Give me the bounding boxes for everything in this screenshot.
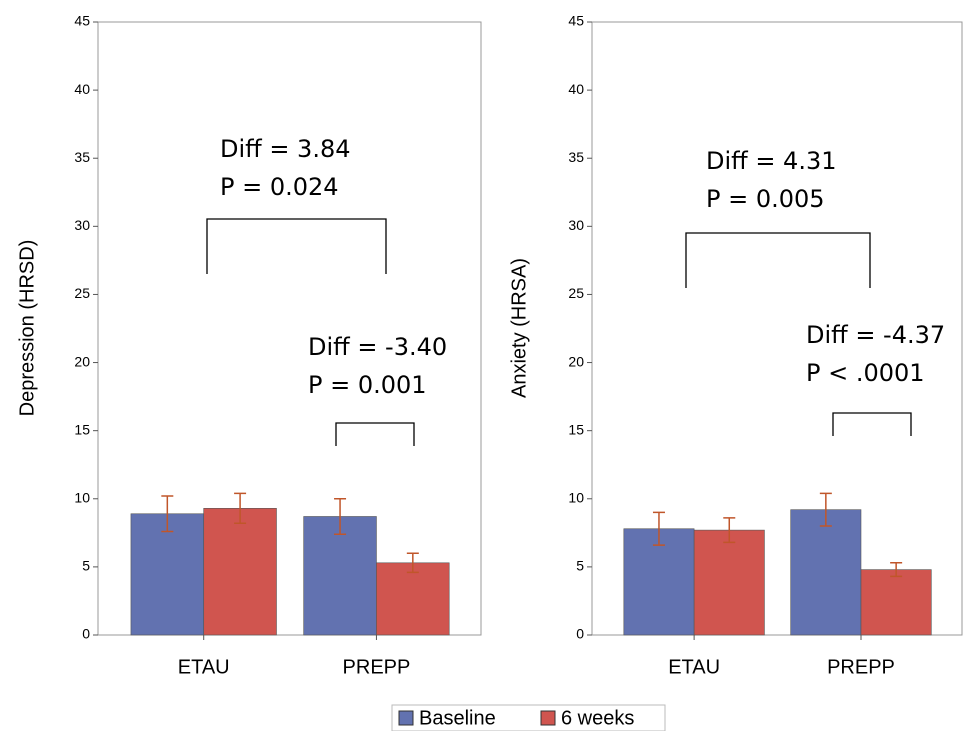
annotation: Diff = -4.37 [806, 321, 945, 349]
y-tick-label: 20 [74, 353, 90, 369]
y-tick-label: 15 [74, 421, 90, 437]
y-tick-label: 30 [74, 217, 90, 233]
y-tick-label: 25 [568, 285, 584, 301]
error-bar [334, 498, 347, 535]
bar [623, 528, 695, 636]
legend-box [391, 704, 666, 732]
annotation: Diff = 4.31 [706, 147, 837, 175]
bracket [335, 422, 415, 446]
x-tick-label: ETAU [668, 656, 720, 678]
bracket [206, 218, 387, 274]
y-tick-label: 10 [568, 489, 584, 505]
legend-label: 6 weeks [561, 707, 634, 729]
y-tick-label: 45 [568, 13, 584, 29]
y-tick-label: 5 [82, 558, 90, 574]
bracket [832, 412, 912, 436]
y-tick-label: 40 [568, 81, 584, 97]
legend-label: Baseline [419, 707, 496, 729]
annotation: P = 0.001 [308, 371, 427, 399]
bracket [685, 232, 871, 288]
y-tick-label: 5 [576, 558, 584, 574]
y-axis-title: Anxiety (HRSA) [508, 258, 530, 398]
annotation: Diff = 3.84 [220, 135, 351, 163]
y-tick-label: 0 [576, 626, 584, 642]
error-bar [890, 562, 903, 578]
y-tick-label: 15 [568, 421, 584, 437]
y-tick-label: 30 [568, 217, 584, 233]
annotation: P = 0.005 [706, 185, 825, 213]
bar [203, 508, 277, 636]
annotation: P = 0.024 [220, 173, 339, 201]
bar [303, 516, 377, 636]
y-tick-label: 35 [74, 149, 90, 165]
legend-swatch [540, 710, 556, 726]
x-tick-label: PREPP [827, 656, 895, 678]
x-tick-label: PREPP [343, 656, 411, 678]
error-bar [819, 492, 832, 527]
plot-frame [591, 21, 963, 636]
error-bar [723, 517, 736, 544]
bar [860, 569, 932, 636]
bar [790, 509, 862, 636]
annotation: Diff = -3.40 [308, 333, 447, 361]
y-axis-title: Depression (HRSD) [16, 240, 38, 417]
bar [376, 562, 450, 636]
y-tick-label: 40 [74, 81, 90, 97]
y-tick-label: 25 [74, 285, 90, 301]
plot-frame [97, 21, 482, 636]
error-bar [161, 495, 174, 533]
y-tick-label: 10 [74, 489, 90, 505]
x-tick-label: ETAU [178, 656, 230, 678]
legend-swatch [398, 710, 414, 726]
y-tick-label: 20 [568, 353, 584, 369]
y-tick-label: 45 [74, 13, 90, 29]
bar [693, 529, 765, 636]
error-bar [406, 552, 419, 574]
bar [130, 513, 205, 636]
y-tick-label: 35 [568, 149, 584, 165]
error-bar [652, 511, 665, 546]
y-tick-label: 0 [82, 626, 90, 642]
error-bar [234, 492, 247, 525]
annotation: P < .0001 [806, 359, 925, 387]
